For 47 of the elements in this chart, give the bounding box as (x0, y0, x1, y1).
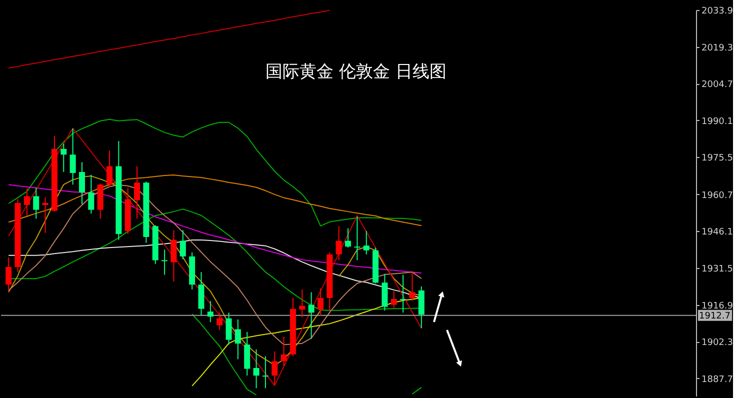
candlestick (33, 187, 40, 220)
candlestick (345, 228, 352, 248)
candlestick (400, 274, 406, 314)
candlestick (280, 336, 287, 367)
candlestick (162, 249, 168, 276)
line-series (8, 118, 422, 226)
candlestick (88, 174, 94, 214)
candlestick (216, 312, 223, 330)
y-tick-label: 1902.3 (702, 338, 733, 348)
candlestick (318, 288, 324, 316)
candlestick (226, 312, 232, 346)
candlestick (134, 166, 140, 220)
candlestick (70, 128, 76, 186)
candlestick (78, 162, 85, 205)
y-tick-label: 1931.5 (702, 264, 733, 275)
candlestick (363, 230, 370, 255)
candlestick (262, 356, 268, 389)
y-tick-label: 1916.9 (702, 301, 734, 312)
candlestick (336, 226, 342, 261)
candlestick (170, 230, 177, 282)
candlestick (409, 272, 416, 302)
y-tick-label: 1960.7 (702, 190, 733, 201)
candlestick (180, 230, 186, 260)
y-tick-label: 1975.5 (702, 154, 733, 164)
candlestick (299, 288, 306, 318)
y-tick-label: 2019.3 (702, 43, 733, 54)
text: 国际黄金 伦敦金 日线图 (266, 62, 446, 82)
candlestick (60, 143, 67, 173)
candlestick (42, 196, 48, 234)
candlestick (272, 350, 278, 386)
candlestick (234, 318, 241, 360)
candlestick (6, 256, 12, 292)
line-series (8, 184, 422, 346)
y-tick-label: 1887.7 (702, 374, 733, 385)
line-series (8, 128, 422, 386)
ref-line-label: 1912.7 (699, 311, 730, 322)
y-tick-label: 2033.9 (702, 6, 734, 16)
candlestick (253, 348, 260, 389)
candlestick (106, 150, 112, 188)
candlestick (354, 216, 360, 261)
y-tick-label: 1990.1 (702, 116, 733, 127)
candlestick (24, 188, 30, 216)
y-tick-label: 2004.7 (702, 80, 733, 90)
candlestick (207, 300, 214, 323)
y-tick-label: 1946.1 (702, 228, 733, 238)
candlestick (308, 292, 314, 340)
candlestick (390, 290, 397, 308)
